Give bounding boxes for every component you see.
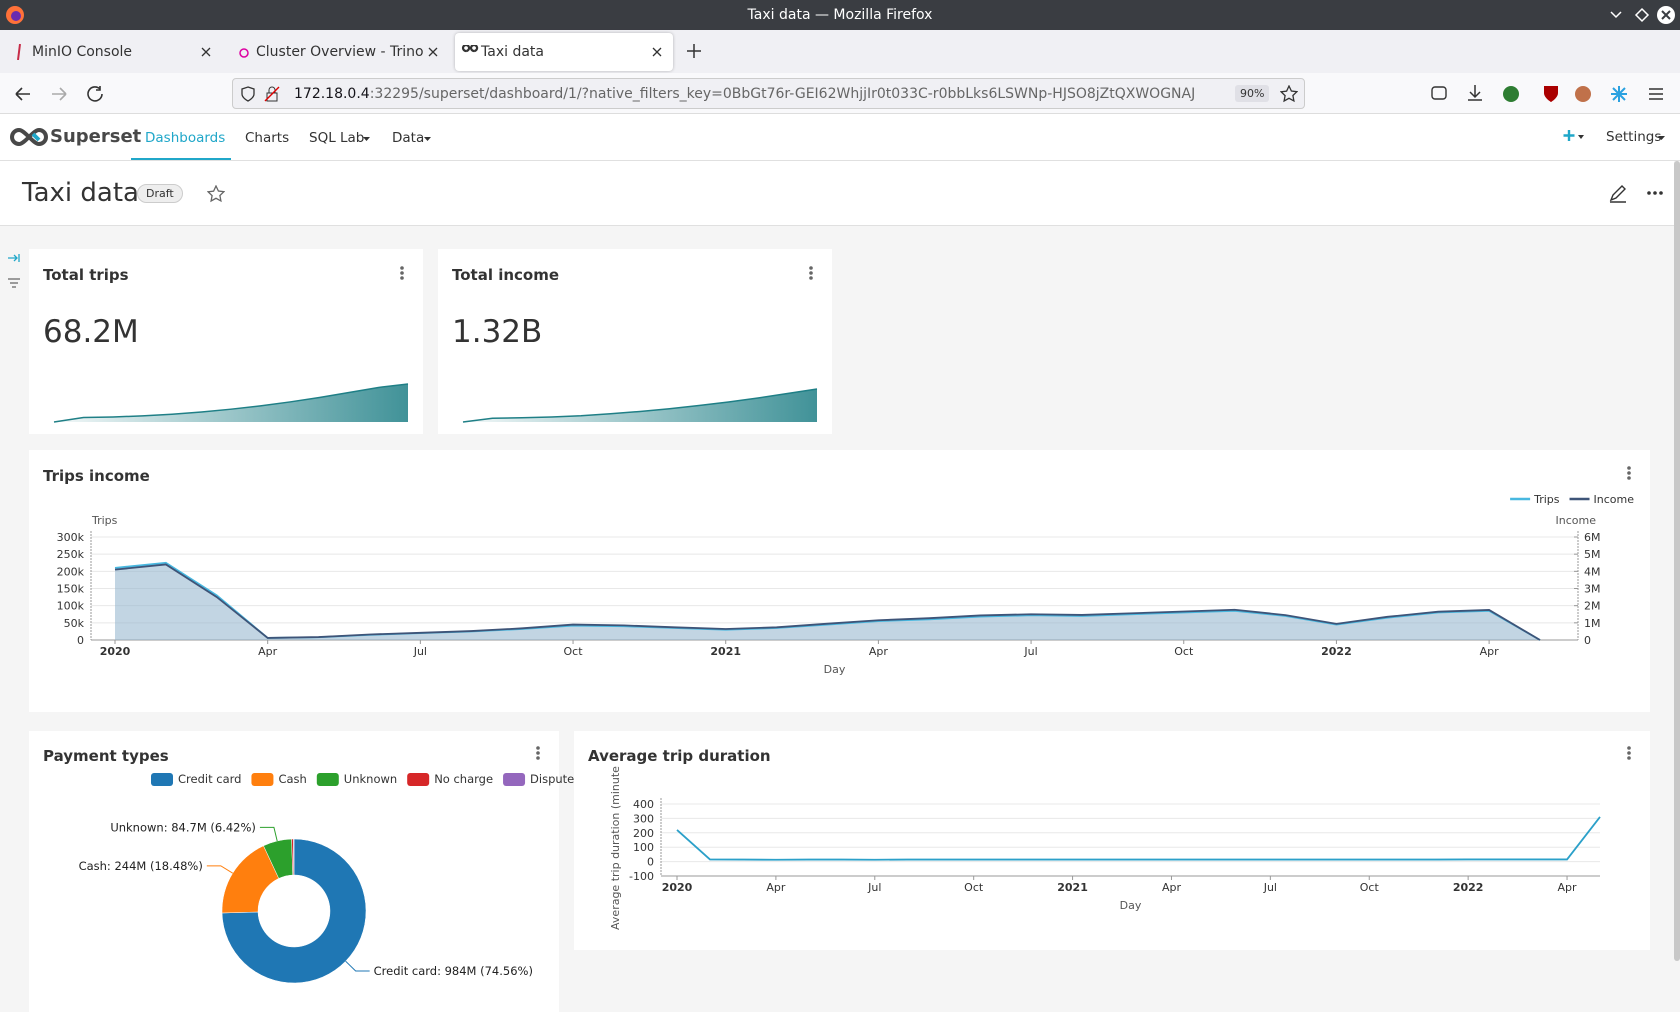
y2-axis-title: Income: [1556, 514, 1597, 527]
y-tick-label: 100k: [57, 600, 85, 613]
menu-dot: [1627, 476, 1631, 480]
y2-tick-label: 1M: [1584, 617, 1601, 630]
x-tick-label: 2022: [1321, 645, 1352, 658]
pie-slice: [293, 839, 294, 875]
legend-label: Unknown: [344, 772, 397, 786]
x-tick-label: Apr: [1558, 881, 1578, 894]
x-tick-label: Jul: [1023, 645, 1037, 658]
y-axis-title: Trips: [91, 514, 118, 527]
menu-dot: [400, 271, 404, 275]
y-tick-label: 50k: [64, 617, 85, 630]
menu-dot: [1627, 751, 1631, 755]
y-axis-title: Average trip duration (minute: [609, 766, 622, 930]
label-line: [346, 961, 370, 971]
y2-tick-label: 0: [1584, 634, 1591, 647]
data-label: Unknown: 84.7M (6.42%): [110, 820, 256, 834]
menu-dot: [809, 271, 813, 275]
x-tick-label: 2020: [662, 881, 693, 894]
x-tick-label: 2021: [1057, 881, 1088, 894]
x-tick-label: Oct: [564, 645, 584, 658]
x-axis-title: Day: [824, 663, 846, 676]
y-tick-label: 100: [633, 841, 654, 854]
x-tick-label: Apr: [1480, 645, 1500, 658]
legend-label: Dispute: [530, 772, 574, 786]
menu-dot: [1627, 746, 1631, 750]
y2-tick-label: 2M: [1584, 600, 1601, 613]
sparkline-area: [54, 384, 408, 422]
menu-dot: [1627, 756, 1631, 760]
legend-swatch: [317, 773, 339, 786]
menu-dot: [536, 756, 540, 760]
menu-dot: [536, 751, 540, 755]
menu-dot: [809, 266, 813, 270]
y-tick-label: -100: [629, 870, 654, 883]
y2-tick-label: 5M: [1584, 548, 1601, 561]
x-tick-label: Oct: [1360, 881, 1380, 894]
x-tick-label: Apr: [258, 645, 278, 658]
y-tick-label: 400: [633, 798, 654, 811]
x-tick-label: Jul: [867, 881, 881, 894]
y2-tick-label: 6M: [1584, 531, 1601, 544]
x-tick-label: Oct: [1174, 645, 1194, 658]
x-tick-label: Jul: [413, 645, 427, 658]
y-tick-label: 300k: [57, 531, 85, 544]
label-line: [207, 866, 233, 873]
legend-label: Cash: [278, 772, 306, 786]
legend-swatch: [407, 773, 429, 786]
legend-swatch: [503, 773, 525, 786]
x-tick-label: Apr: [766, 881, 786, 894]
menu-dot: [1627, 466, 1631, 470]
x-tick-label: 2021: [710, 645, 741, 658]
data-label: Cash: 244M (18.48%): [79, 859, 203, 873]
x-tick-label: 2022: [1453, 881, 1484, 894]
x-tick-label: Oct: [964, 881, 984, 894]
series-line: [677, 817, 1600, 860]
area-fill: [115, 563, 1540, 640]
menu-dot: [536, 746, 540, 750]
x-tick-label: Jul: [1263, 881, 1277, 894]
x-axis-title: Day: [1120, 899, 1142, 912]
menu-dot: [400, 266, 404, 270]
data-label: Credit card: 984M (74.56%): [374, 964, 533, 978]
legend-swatch: [251, 773, 273, 786]
legend-label: Trips: [1533, 493, 1560, 506]
legend-label: Income: [1594, 493, 1635, 506]
x-tick-label: 2020: [100, 645, 131, 658]
y-tick-label: 200k: [57, 565, 85, 578]
x-tick-label: Apr: [869, 645, 889, 658]
y-tick-label: 300: [633, 812, 654, 825]
menu-dot: [809, 276, 813, 280]
y-tick-label: 250k: [57, 548, 85, 561]
legend-swatch: [151, 773, 173, 786]
legend-label: Credit card: [178, 772, 241, 786]
y-tick-label: 200: [633, 827, 654, 840]
x-tick-label: Apr: [1162, 881, 1182, 894]
y2-tick-label: 4M: [1584, 565, 1601, 578]
y-tick-label: 0: [77, 634, 84, 647]
y-tick-label: 0: [647, 856, 654, 869]
legend-label: No charge: [434, 772, 493, 786]
y-tick-label: 150k: [57, 583, 85, 596]
label-line: [260, 827, 277, 841]
sparkline-area: [463, 389, 817, 422]
menu-dot: [1627, 471, 1631, 475]
y2-tick-label: 3M: [1584, 583, 1601, 596]
menu-dot: [400, 276, 404, 280]
